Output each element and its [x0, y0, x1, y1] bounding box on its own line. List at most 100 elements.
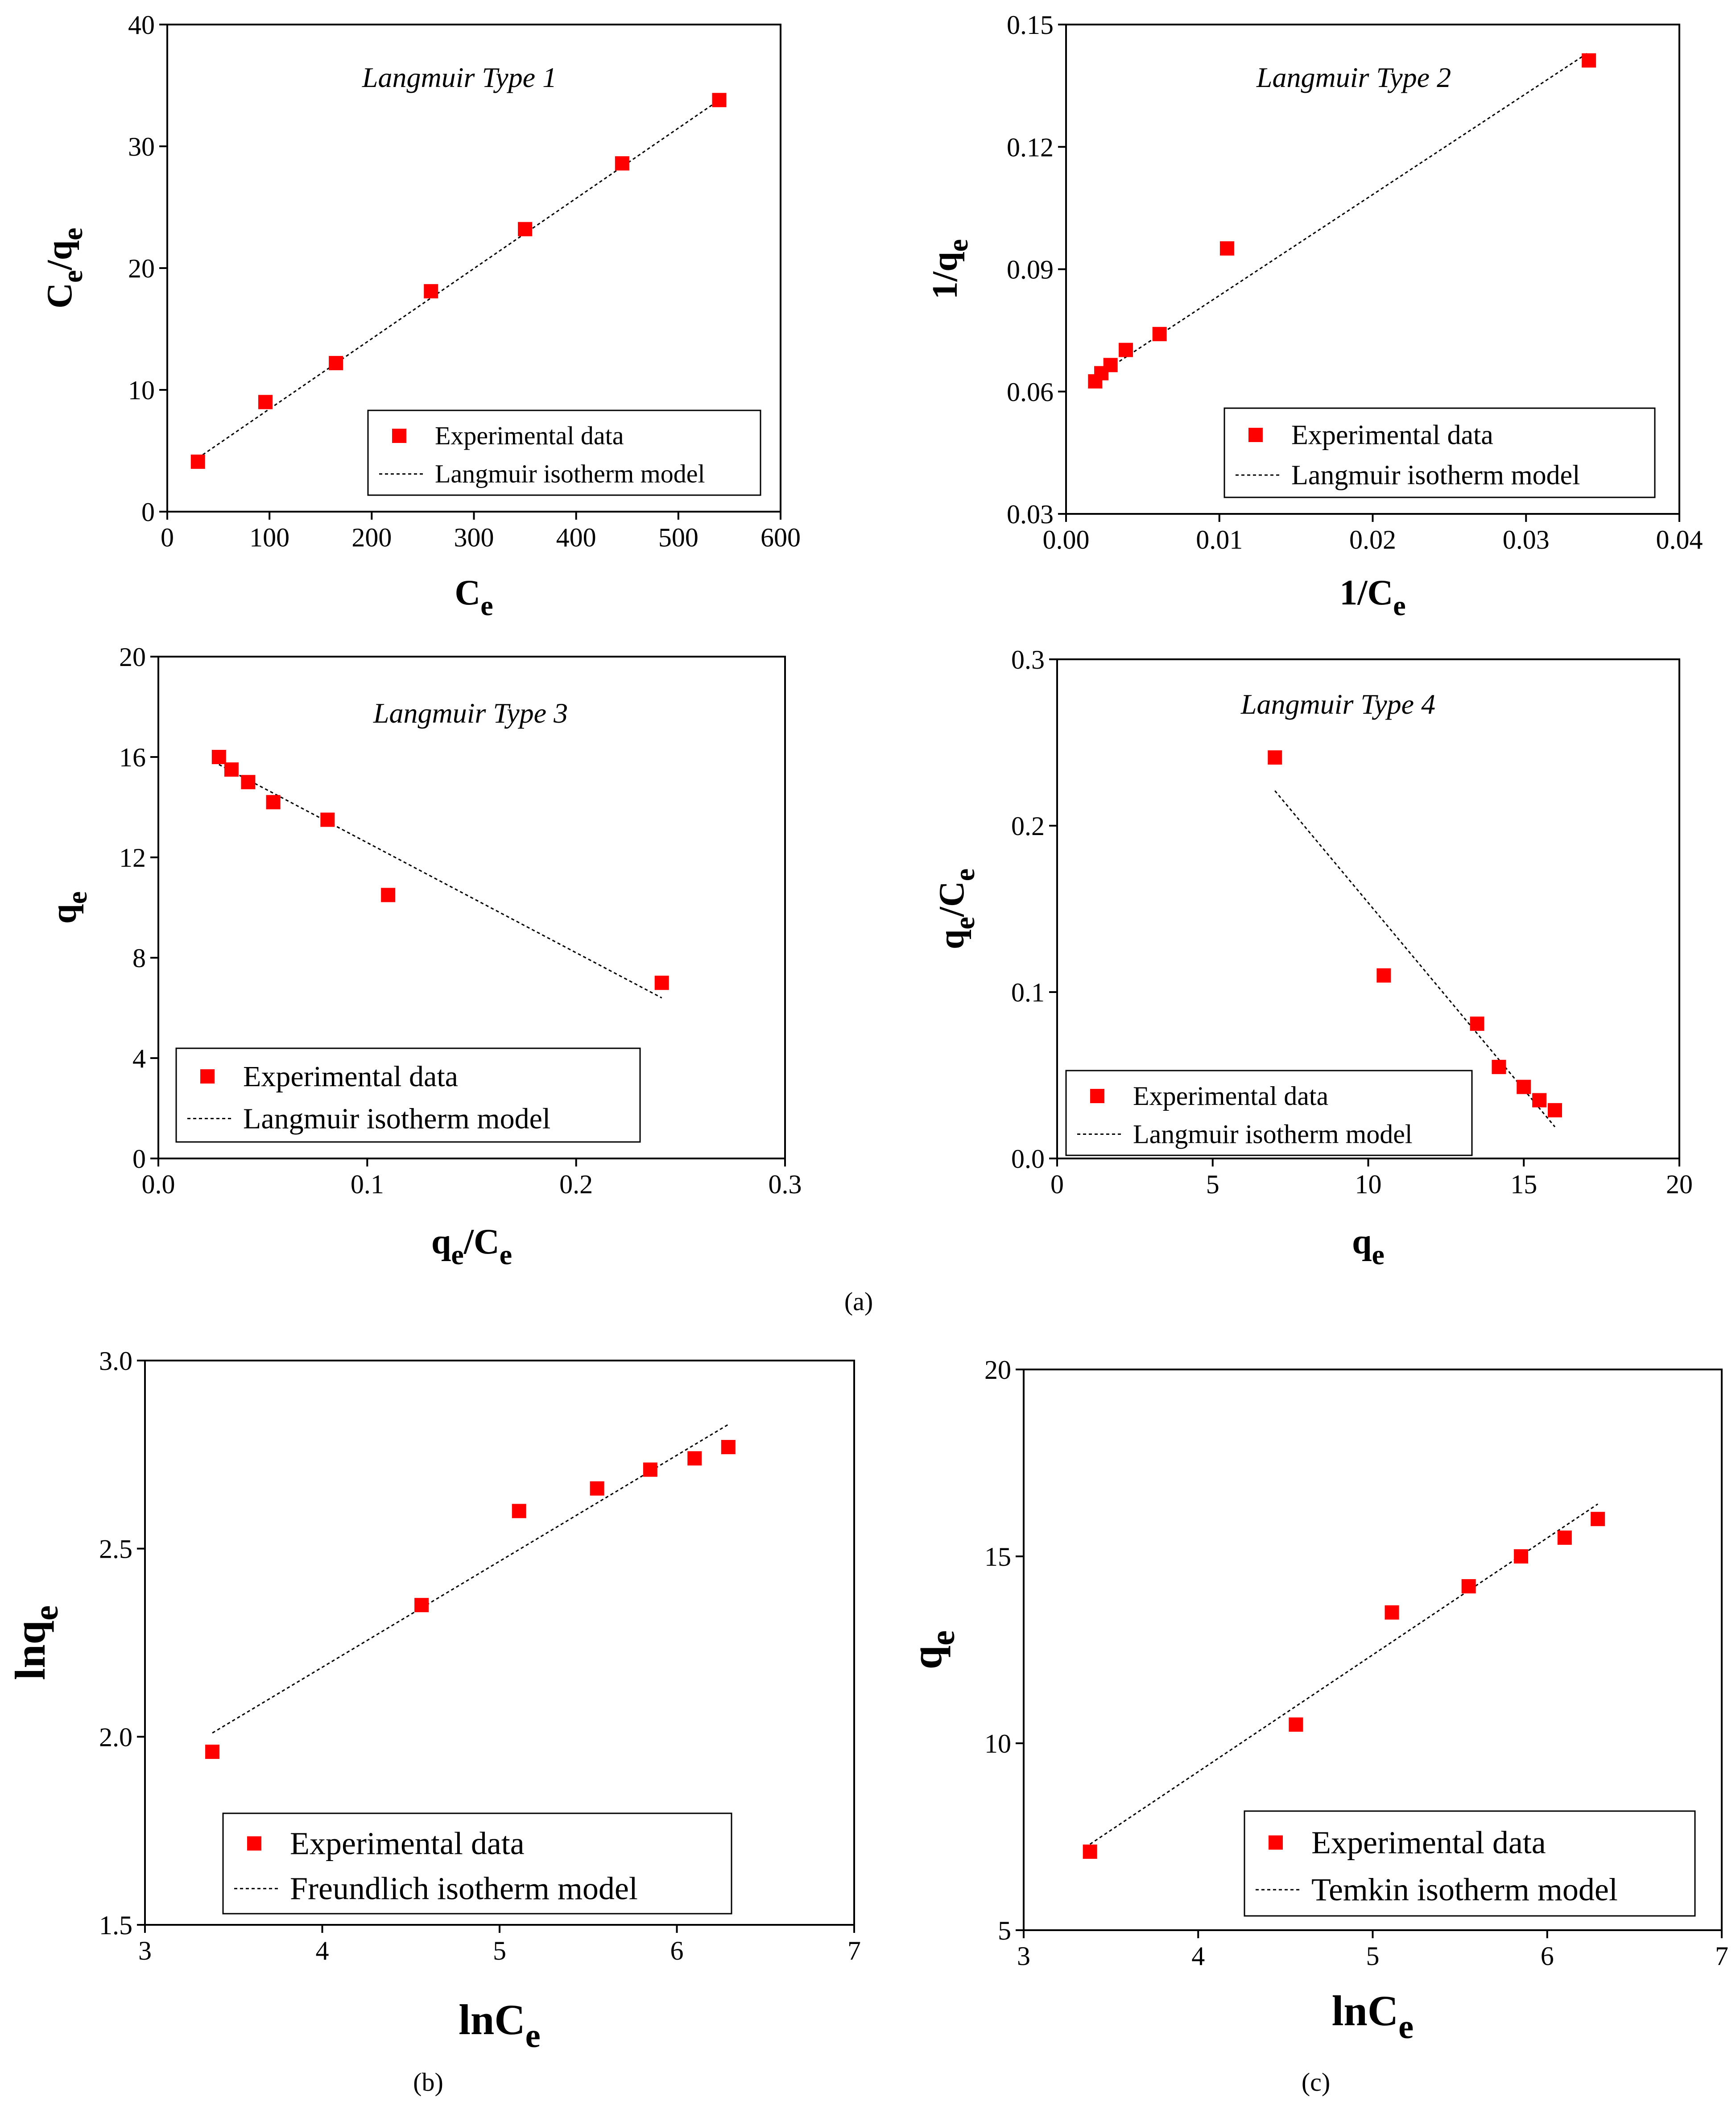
legend: Experimental data Langmuir isotherm model [175, 1047, 641, 1143]
y-tick-label: 0 [141, 497, 155, 527]
x-tick-label: 500 [658, 523, 699, 552]
y-tick-label: 0.15 [1007, 10, 1054, 40]
x-axis-label: Ce [455, 573, 493, 621]
x-tick-label: 200 [351, 523, 392, 552]
x-tick-label: 4 [316, 1936, 329, 1965]
x-tick-label: 6 [1541, 1941, 1554, 1971]
legend-box [175, 1047, 641, 1143]
chart-title: Langmuir Type 1 [362, 62, 557, 93]
y-tick-label: 10 [128, 376, 155, 405]
data-point [1557, 1530, 1572, 1545]
chart-langmuir-type-1: 0 100 200 300 400 500 600 0 10 20 30 40 Ce Ce/qe Langm… [40, 10, 801, 621]
data-point [1532, 1093, 1547, 1108]
data-point [1289, 1717, 1303, 1732]
data-point [1083, 1845, 1097, 1859]
data-point [518, 222, 533, 236]
data-point [1461, 1579, 1476, 1594]
y-tick-label: 30 [128, 132, 155, 161]
data-point [654, 976, 669, 990]
data-point [1376, 968, 1391, 983]
y-tick-label: 4 [132, 1044, 146, 1073]
x-tick-label: 0.00 [1043, 525, 1090, 554]
data-point [414, 1598, 429, 1613]
x-tick-label: 0.01 [1196, 525, 1243, 554]
data-point [643, 1462, 657, 1477]
y-tick-label: 8 [132, 943, 146, 973]
y-tick-label: 2.0 [99, 1722, 132, 1752]
x-tick-label: 10 [1355, 1170, 1382, 1199]
data-point [190, 455, 205, 469]
panel-label-a: (a) [844, 1287, 873, 1316]
y-tick-label: 0.09 [1007, 255, 1054, 285]
data-point [258, 395, 273, 410]
data-point [512, 1504, 526, 1518]
y-tick-label: 20 [128, 254, 155, 283]
data-point [1103, 358, 1118, 372]
x-tick-label: 300 [454, 523, 494, 552]
legend: Experimental data Freundlich isotherm mod… [222, 1812, 732, 1915]
legend-label-experimental: Experimental data [1133, 1081, 1328, 1111]
y-axis-label: qe [903, 1630, 962, 1669]
data-point [1492, 1059, 1506, 1074]
data-point [721, 1439, 736, 1454]
x-tick-label: 0.03 [1503, 525, 1550, 554]
legend-label-experimental: Experimental data [290, 1825, 525, 1861]
data-point [205, 1745, 220, 1759]
chart-temkin: 3 4 5 6 7 5 10 15 20 lnCe qe Experimental data Temki… [903, 1355, 1728, 2046]
data-point [266, 795, 281, 810]
y-tick-label: 40 [128, 10, 155, 40]
panel-label-b: (b) [413, 2068, 443, 2097]
x-tick-label: 5 [1206, 1170, 1219, 1199]
x-tick-label: 0.04 [1656, 525, 1703, 554]
fit-line [197, 99, 720, 459]
fit-line [1095, 51, 1590, 378]
x-tick-label: 7 [1715, 1941, 1728, 1971]
x-tick-label: 0.02 [1349, 525, 1396, 554]
legend-marker [1269, 1835, 1283, 1850]
data-point [712, 93, 727, 108]
legend-box [1065, 1070, 1473, 1156]
legend-box [367, 410, 761, 496]
legend-label-experimental: Experimental data [435, 421, 624, 450]
data-point [1591, 1512, 1605, 1526]
data-point [687, 1451, 702, 1466]
x-tick-label: 20 [1666, 1170, 1693, 1199]
legend-box [1244, 1810, 1696, 1917]
data-point [1119, 343, 1133, 357]
data-point [1517, 1080, 1531, 1094]
legend-box [222, 1812, 732, 1915]
x-tick-label: 100 [249, 523, 289, 552]
legend-marker [200, 1069, 215, 1084]
x-tick-label: 5 [1366, 1941, 1380, 1971]
x-tick-label: 0 [161, 523, 174, 552]
y-axis-label: lnqe [6, 1605, 65, 1680]
chart-title: Langmuir Type 2 [1256, 62, 1451, 93]
x-tick-label: 400 [556, 523, 596, 552]
y-tick-label: 0.2 [1011, 811, 1045, 841]
legend: Experimental data Langmuir isotherm model [367, 410, 761, 496]
data-point [1548, 1103, 1562, 1117]
x-tick-label: 6 [670, 1936, 684, 1965]
y-tick-label: 20 [984, 1355, 1011, 1385]
x-tick-label: 0.3 [769, 1170, 802, 1199]
chart-freundlich: 3 4 5 6 7 1.5 2.0 2.5 3.0 lnCe lnqe Experimental da… [6, 1346, 861, 2055]
y-tick-label: 0.12 [1007, 132, 1054, 162]
y-tick-label: 12 [119, 843, 146, 873]
chart-title: Langmuir Type 3 [373, 697, 568, 729]
data-point [1219, 241, 1234, 256]
y-tick-label: 0.0 [1011, 1144, 1045, 1174]
data-point [1582, 53, 1596, 68]
y-tick-label: 0.06 [1007, 377, 1054, 407]
x-tick-label: 5 [493, 1936, 506, 1965]
y-tick-label: 16 [119, 743, 146, 772]
x-axis-label: qe/Ce [431, 1222, 512, 1270]
data-point [1514, 1549, 1529, 1564]
legend-label-model: Langmuir isotherm model [243, 1102, 550, 1135]
data-point [1470, 1016, 1484, 1031]
y-axis-label: qe [45, 891, 93, 924]
data-point [211, 750, 226, 764]
y-tick-label: 1.5 [99, 1911, 132, 1940]
legend: Experimental data Langmuir isotherm model [1223, 407, 1656, 498]
x-tick-label: 0.1 [351, 1170, 384, 1199]
data-point [241, 775, 256, 790]
